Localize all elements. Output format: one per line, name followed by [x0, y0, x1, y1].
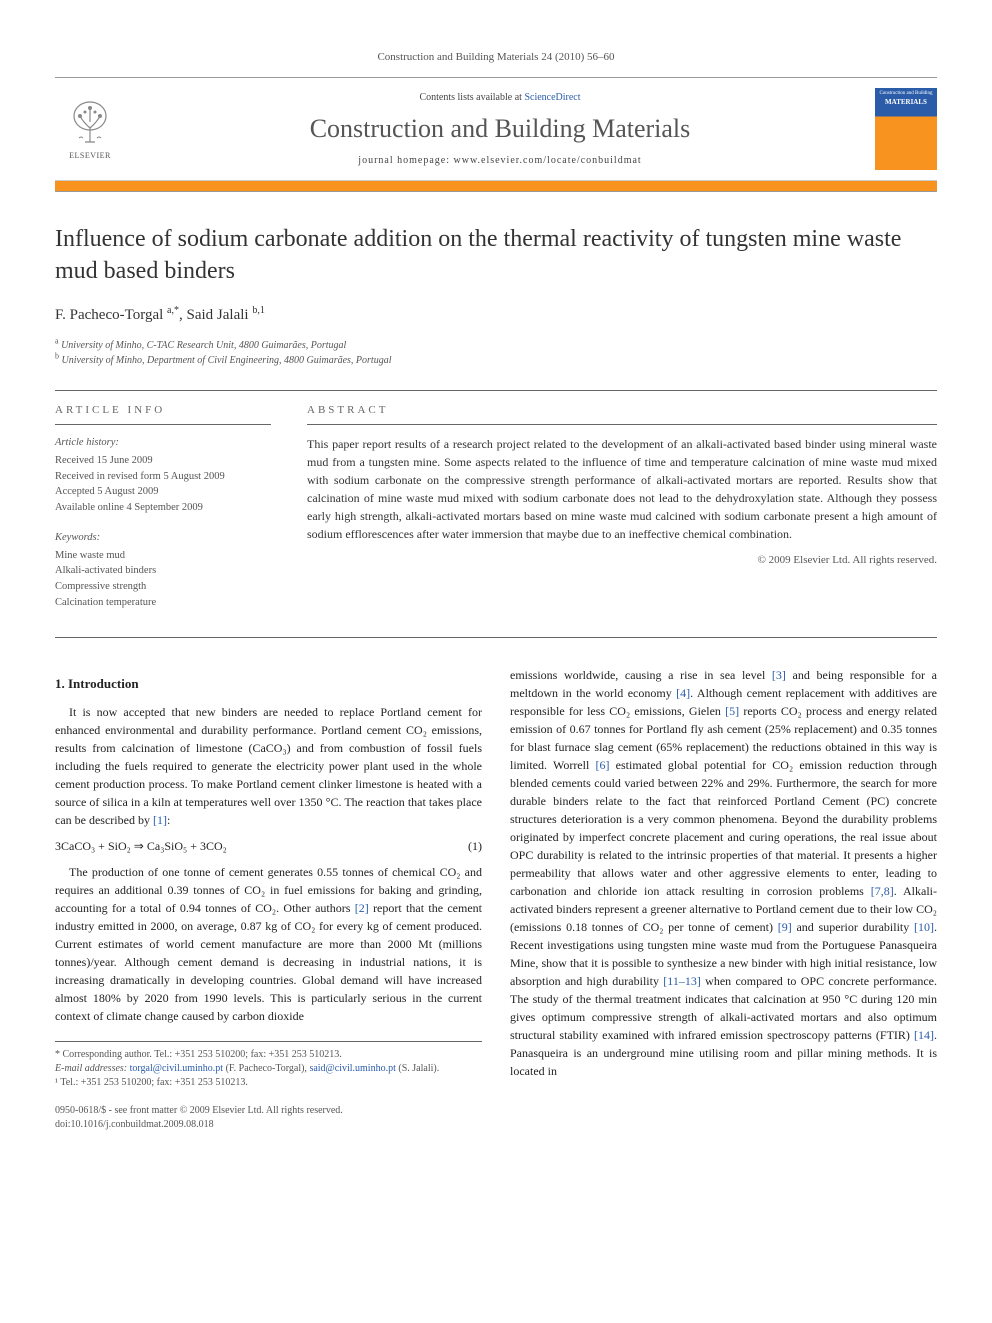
- citation-link[interactable]: [4]: [676, 686, 690, 700]
- citation-link[interactable]: [3]: [772, 668, 786, 682]
- equation-1: 3CaCO₃ + SiO₂ ⇒ Ca₃SiO₅ + 3CO₂ (1): [55, 837, 482, 855]
- corresponding-author-note: * Corresponding author. Tel.: +351 253 5…: [55, 1048, 482, 1062]
- footnote-1: ¹ Tel.: +351 253 510200; fax: +351 253 5…: [55, 1076, 482, 1090]
- article-info-heading: ARTICLE INFO: [55, 403, 271, 425]
- keyword-lines: Mine waste mudAlkali-activated bindersCo…: [55, 548, 271, 611]
- body-paragraph: The production of one tonne of cement ge…: [55, 863, 482, 1025]
- email-link[interactable]: torgal@civil.uminho.pt: [130, 1063, 223, 1074]
- body-right-column: emissions worldwide, causing a rise in s…: [510, 666, 937, 1133]
- cover-small-title: Construction and Building: [878, 91, 934, 97]
- body-paragraph: It is now accepted that new binders are …: [55, 703, 482, 829]
- equation-number: (1): [452, 837, 482, 855]
- journal-homepage: journal homepage: www.elsevier.com/locat…: [143, 154, 857, 168]
- email-label: E-mail addresses:: [55, 1063, 127, 1074]
- article-title: Influence of sodium carbonate addition o…: [55, 224, 937, 286]
- contents-available-line: Contents lists available at ScienceDirec…: [143, 91, 857, 105]
- journal-reference: Construction and Building Materials 24 (…: [55, 50, 937, 65]
- history-lines: Received 15 June 2009Received in revised…: [55, 453, 271, 516]
- keywords-title: Keywords:: [55, 530, 271, 546]
- body-two-column: 1. Introduction It is now accepted that …: [55, 666, 937, 1133]
- front-matter-line: 0950-0618/$ - see front matter © 2009 El…: [55, 1104, 482, 1118]
- citation-link[interactable]: [6]: [595, 758, 609, 772]
- footnotes: * Corresponding author. Tel.: +351 253 5…: [55, 1041, 482, 1090]
- doi-block: 0950-0618/$ - see front matter © 2009 El…: [55, 1104, 482, 1132]
- history-title: Article history:: [55, 435, 271, 451]
- journal-cover-thumbnail: Construction and Building MATERIALS: [875, 88, 937, 170]
- contents-prefix: Contents lists available at: [419, 92, 524, 103]
- body-paragraph: emissions worldwide, causing a rise in s…: [510, 666, 937, 1080]
- cover-big-title: MATERIALS: [878, 98, 934, 108]
- citation-link[interactable]: [1]: [153, 813, 167, 827]
- elsevier-tree-icon: [65, 98, 115, 148]
- citation-link[interactable]: [2]: [355, 901, 369, 915]
- email-addresses: torgal@civil.uminho.pt (F. Pacheco-Torga…: [130, 1063, 440, 1074]
- citation-link[interactable]: [7,8]: [871, 884, 894, 898]
- email-line: E-mail addresses: torgal@civil.uminho.pt…: [55, 1062, 482, 1076]
- author-list: F. Pacheco-Torgal a,*, Said Jalali b,1: [55, 305, 937, 326]
- affiliations: a University of Minho, C-TAC Research Un…: [55, 338, 937, 368]
- journal-title: Construction and Building Materials: [143, 111, 857, 147]
- abstract-column: ABSTRACT This paper report results of a …: [285, 391, 937, 637]
- citation-link[interactable]: [14]: [914, 1028, 934, 1042]
- citation-link[interactable]: [11–13]: [663, 974, 701, 988]
- equation-text: 3CaCO₃ + SiO₂ ⇒ Ca₃SiO₅ + 3CO₂: [55, 837, 452, 855]
- email-link[interactable]: said@civil.uminho.pt: [309, 1063, 395, 1074]
- citation-link[interactable]: [9]: [778, 920, 792, 934]
- section-1-heading: 1. Introduction: [55, 674, 482, 694]
- body-left-column: 1. Introduction It is now accepted that …: [55, 666, 482, 1133]
- article-info-column: ARTICLE INFO Article history: Received 1…: [55, 391, 285, 637]
- orange-accent-bar: [55, 181, 937, 191]
- abstract-text: This paper report results of a research …: [307, 435, 937, 543]
- doi-line: doi:10.1016/j.conbuildmat.2009.08.018: [55, 1118, 482, 1132]
- elsevier-logo: ELSEVIER: [55, 92, 125, 167]
- citation-link[interactable]: [5]: [725, 704, 739, 718]
- publisher-name: ELSEVIER: [69, 150, 111, 161]
- sciencedirect-link[interactable]: ScienceDirect: [524, 92, 580, 103]
- journal-header: ELSEVIER Contents lists available at Sci…: [55, 77, 937, 192]
- citation-link[interactable]: [10]: [914, 920, 934, 934]
- abstract-heading: ABSTRACT: [307, 403, 937, 425]
- abstract-copyright: © 2009 Elsevier Ltd. All rights reserved…: [307, 553, 937, 568]
